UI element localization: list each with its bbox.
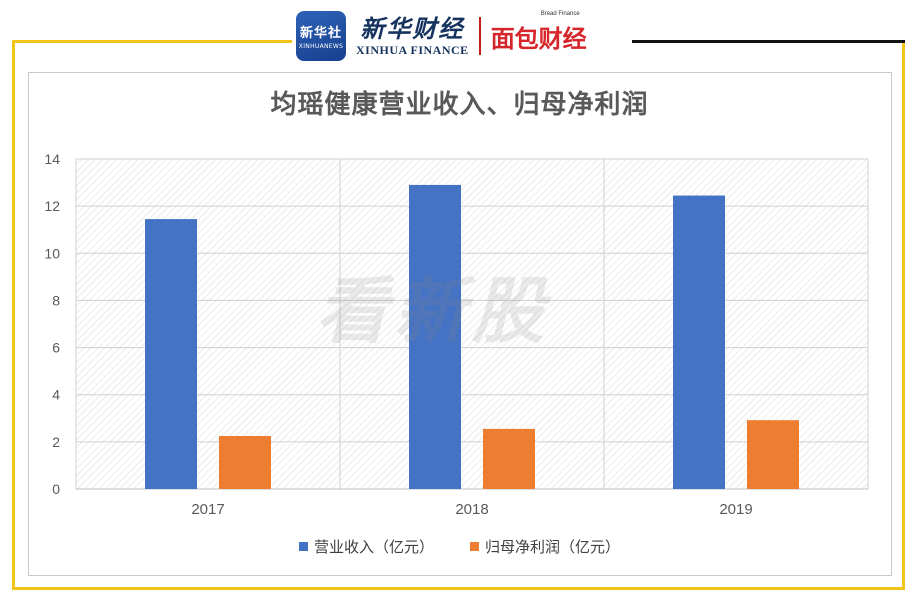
- legend-item-revenue: 营业收入（亿元）: [298, 536, 434, 557]
- watermark: 看新股: [316, 269, 551, 353]
- y-tick-label: 8: [52, 292, 60, 308]
- y-tick-label: 0: [52, 481, 60, 497]
- xinhuashe-logo-en: XINHUANEWS: [298, 43, 344, 50]
- xinhua-finance-logo-cn: 新华财经: [360, 13, 465, 43]
- bar-revenue: [145, 219, 197, 489]
- y-tick-label: 2: [52, 434, 60, 450]
- frame-top-right-line: [632, 40, 905, 43]
- bar-profit: [219, 435, 271, 489]
- y-tick-label: 12: [44, 198, 60, 214]
- y-tick-label: 14: [44, 151, 60, 167]
- bar-profit: [747, 420, 799, 489]
- xinhuashe-logo: 新华社 XINHUANEWS: [296, 11, 346, 61]
- chart-title: 均瑶健康营业收入、归母净利润: [270, 90, 649, 120]
- logo-divider: [478, 17, 481, 55]
- bread-finance-logo-en: Bread Finance: [540, 10, 580, 17]
- y-tick-label: 4: [52, 387, 60, 403]
- x-tick-label: 2017: [191, 501, 224, 518]
- chart-legend: 营业收入（亿元） 归母净利润（亿元）: [0, 536, 919, 557]
- x-tick-label: 2019: [719, 501, 752, 518]
- legend-swatch-revenue: [298, 542, 308, 551]
- plot-area: [76, 159, 868, 489]
- bar-revenue: [409, 184, 461, 489]
- outer-frame: [12, 40, 905, 590]
- frame-top-left-line: [12, 40, 292, 43]
- xinhuashe-logo-cn: 新华社: [299, 26, 342, 41]
- xinhua-finance-logo-en: XINHUA FINANCE: [356, 42, 469, 57]
- legend-item-profit: 归母净利润（亿元）: [470, 536, 620, 557]
- header-logos: 新华社 XINHUANEWS 新华财经 XINHUA FINANCE Bread…: [296, 8, 628, 64]
- bread-finance-logo: Bread Finance 面包财经: [490, 11, 587, 54]
- bar-profit: [483, 428, 535, 489]
- y-tick-label: 6: [52, 340, 60, 356]
- legend-label-profit: 归母净利润（亿元）: [485, 538, 621, 556]
- legend-swatch-profit: [470, 542, 479, 551]
- bar-revenue: [673, 195, 725, 490]
- legend-label-revenue: 营业收入（亿元）: [313, 538, 434, 556]
- xinhua-finance-logo: 新华财经 XINHUA FINANCE: [356, 13, 469, 58]
- bread-finance-logo-cn: 面包财经: [490, 24, 587, 53]
- x-tick-label: 2018: [455, 501, 488, 518]
- y-tick-label: 10: [44, 245, 60, 261]
